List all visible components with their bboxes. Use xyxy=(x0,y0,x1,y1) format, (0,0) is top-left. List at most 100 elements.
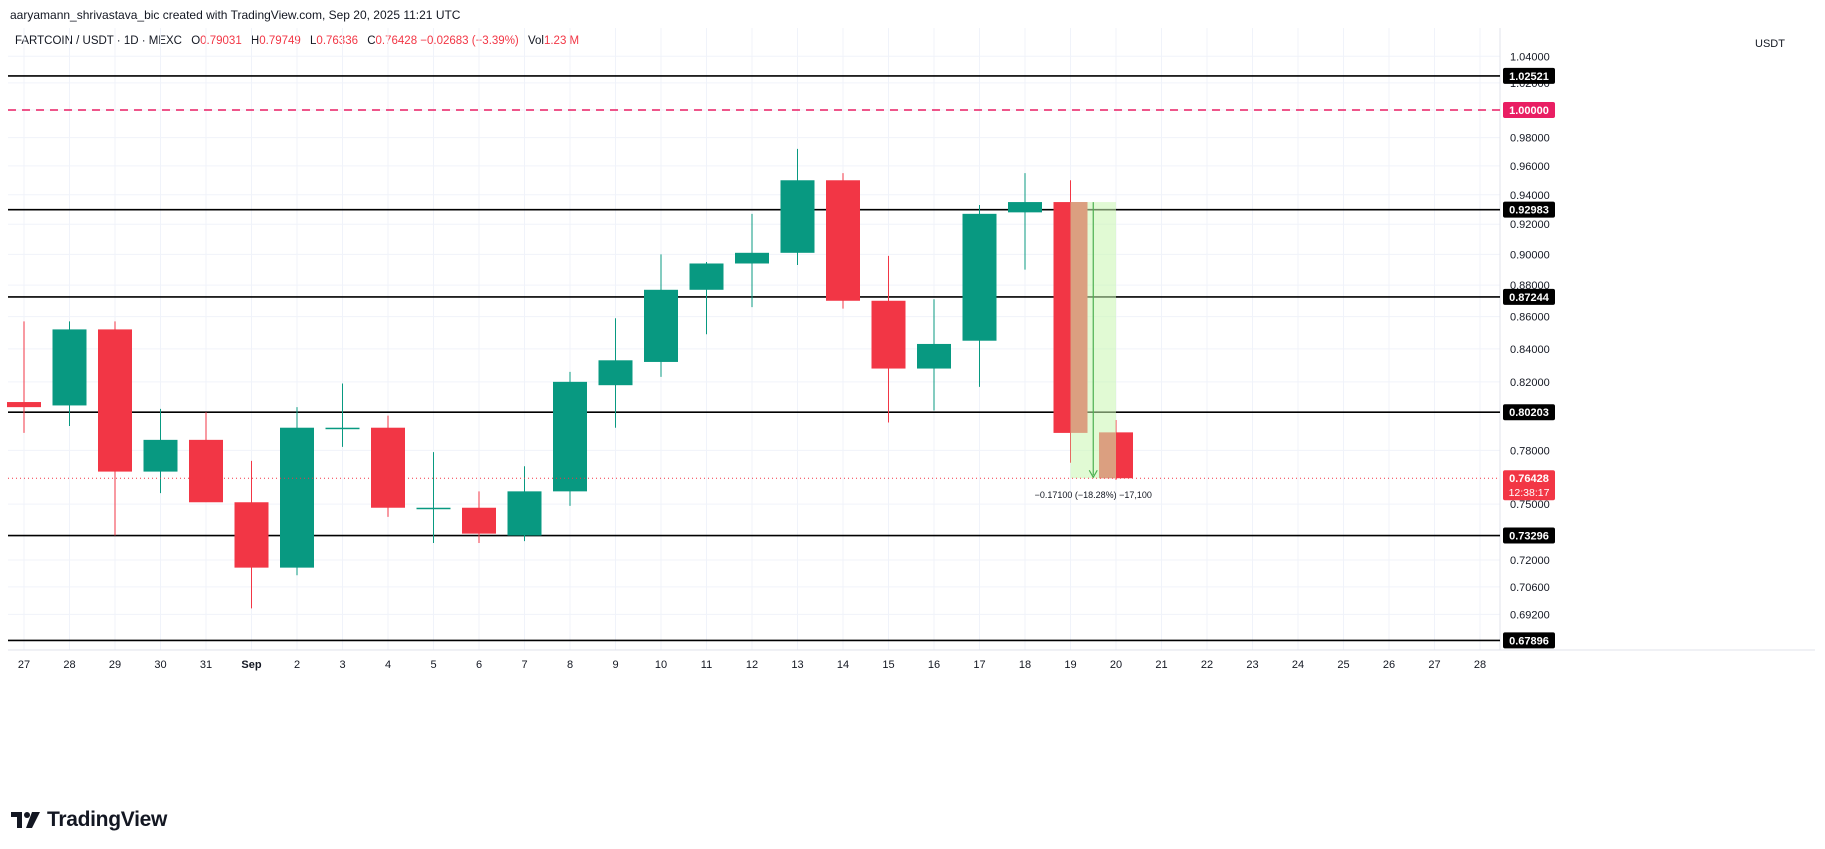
candle-body xyxy=(871,300,906,369)
price-tick-label: 0.69200 xyxy=(1510,609,1550,621)
price-tick-label: 0.70600 xyxy=(1510,582,1550,594)
level-price-label: 0.67896 xyxy=(1509,635,1549,647)
time-tick-label: 7 xyxy=(521,659,527,671)
time-tick-label: 2 xyxy=(294,659,300,671)
tradingview-logo-icon xyxy=(11,812,40,828)
price-tick-label: 1.04000 xyxy=(1510,51,1550,63)
low-value: 0.76336 xyxy=(316,35,358,47)
volume-label: Vol xyxy=(527,35,544,47)
level-price-badge xyxy=(1503,632,1555,649)
level-price-badge xyxy=(1503,67,1555,84)
time-tick-label: 10 xyxy=(655,659,667,671)
measure-label: −0.17100 (−18.28%) −17,100 xyxy=(1035,490,1152,500)
candle-body xyxy=(917,343,951,369)
tradingview-logo[interactable]: TradingView xyxy=(11,808,167,832)
time-tick-label: 23 xyxy=(1246,659,1258,671)
time-tick-label: 20 xyxy=(1110,659,1122,671)
time-tick-label: 11 xyxy=(701,659,712,671)
candle-body xyxy=(325,427,360,430)
level-price-badge xyxy=(1503,102,1555,118)
open-value: 0.79031 xyxy=(200,35,242,47)
candle-body xyxy=(7,402,41,408)
price-tick-label: 0.98000 xyxy=(1510,133,1550,145)
time-tick-label: 24 xyxy=(1292,659,1304,671)
candle-body xyxy=(644,289,678,362)
time-tick-label: 26 xyxy=(1383,659,1395,671)
level-price-label: 0.87244 xyxy=(1509,292,1550,304)
time-tick-label: 25 xyxy=(1337,659,1349,671)
time-tick-label: 4 xyxy=(385,659,391,671)
chart-credit: aaryamann_shrivastava_bic created with T… xyxy=(10,8,461,22)
time-tick-label: 28 xyxy=(63,659,75,671)
price-tick-label: 0.94000 xyxy=(1510,190,1550,202)
level-price-badge xyxy=(1503,288,1555,305)
price-tick-label: 0.78000 xyxy=(1510,445,1550,457)
level-price-label: 1.02521 xyxy=(1509,71,1549,83)
time-tick-label: 14 xyxy=(837,659,849,671)
time-tick-label: 6 xyxy=(476,659,482,671)
level-price-badge xyxy=(1503,527,1555,544)
candle-body xyxy=(735,252,769,264)
time-tick-label: 27 xyxy=(18,659,30,671)
price-tick-label: 0.86000 xyxy=(1510,312,1550,324)
candle-body xyxy=(462,507,496,534)
candle-body xyxy=(143,439,178,472)
symbol-label[interactable]: FARTCOIN / USDT · 1D · MEXC xyxy=(15,35,182,47)
time-tick-label: 27 xyxy=(1428,659,1440,671)
price-tick-label: 0.72000 xyxy=(1510,555,1550,567)
price-tick-label: 0.75000 xyxy=(1510,499,1550,511)
price-axis-unit[interactable]: USDT xyxy=(1755,38,1785,50)
close-label: C xyxy=(367,35,376,47)
time-tick-label: 13 xyxy=(791,659,803,671)
time-tick-label: 8 xyxy=(567,659,573,671)
price-tick-label: 0.90000 xyxy=(1510,249,1550,261)
time-tick-label: 19 xyxy=(1064,659,1076,671)
time-tick-label: 21 xyxy=(1155,659,1167,671)
current-price-badge xyxy=(1503,470,1555,501)
time-tick-label: 28 xyxy=(1474,659,1486,671)
level-price-label: 0.80203 xyxy=(1509,407,1549,419)
candle-body xyxy=(507,491,542,536)
candle-body xyxy=(780,180,815,253)
level-price-badge xyxy=(1503,201,1555,218)
candle-body xyxy=(826,180,860,301)
tradingview-logo-text: TradingView xyxy=(47,808,168,831)
price-tick-label: 0.84000 xyxy=(1510,344,1550,356)
candle-body xyxy=(98,329,132,472)
candle-body xyxy=(189,439,223,503)
time-tick-label: 31 xyxy=(200,659,212,671)
close-value: 0.76428 −0.02683 (−3.39%) xyxy=(375,35,519,47)
time-tick-label: 29 xyxy=(109,659,121,671)
level-price-label: 0.92983 xyxy=(1509,205,1549,217)
time-tick-label: 30 xyxy=(154,659,166,671)
time-tick-label: 18 xyxy=(1019,659,1031,671)
current-price-label: 0.76428 xyxy=(1509,473,1549,485)
candle-body xyxy=(416,507,451,510)
candle-body xyxy=(598,360,633,386)
candle-body xyxy=(371,427,405,508)
candle-body xyxy=(52,329,87,406)
candle-countdown: 12:38:17 xyxy=(1509,487,1550,499)
level-price-badge xyxy=(1503,404,1555,421)
level-price-label: 0.73296 xyxy=(1509,531,1549,543)
candle-body xyxy=(962,213,997,341)
price-tick-label: 0.82000 xyxy=(1510,377,1550,389)
high-label: H xyxy=(250,35,260,47)
open-label: O xyxy=(191,35,201,47)
price-tick-label: 0.96000 xyxy=(1510,161,1550,173)
high-value: 0.79749 xyxy=(259,35,301,47)
time-tick-label: 3 xyxy=(339,659,345,671)
time-tick-label: 16 xyxy=(928,659,940,671)
candle-body xyxy=(689,263,724,290)
candle-body xyxy=(280,427,314,568)
measure-arrow-head xyxy=(1088,469,1098,479)
time-tick-label: 9 xyxy=(612,659,618,671)
time-tick-label: 22 xyxy=(1201,659,1213,671)
time-tick-label: 17 xyxy=(973,659,985,671)
level-price-label: 1.00000 xyxy=(1509,105,1549,117)
candle-body xyxy=(234,502,269,568)
price-tick-label: 0.92000 xyxy=(1510,219,1550,231)
candle-body xyxy=(553,381,587,492)
candle-body xyxy=(1008,202,1042,213)
